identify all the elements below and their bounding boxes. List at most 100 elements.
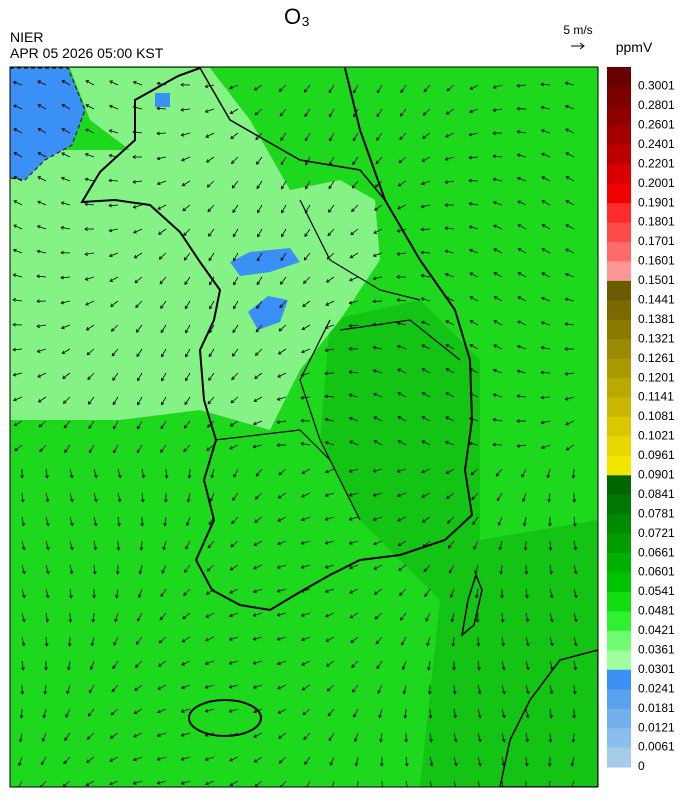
wind-arrow <box>348 370 359 374</box>
colorbar-label: 0.0601 <box>638 565 675 579</box>
wind-arrow <box>373 564 383 570</box>
colorbar-bin <box>607 708 631 729</box>
colorbar-bin <box>607 144 631 165</box>
wind-arrow <box>469 368 479 374</box>
wind-arrow <box>256 300 263 309</box>
wind-arrow <box>89 660 95 671</box>
wind-arrow <box>254 492 263 500</box>
wind-arrow <box>108 203 119 208</box>
wind-arrow <box>420 180 431 186</box>
colorbar-bin <box>607 280 631 301</box>
wind-arrow <box>564 272 575 278</box>
wind-arrow <box>421 156 431 162</box>
wind-arrow <box>37 128 47 134</box>
wind-arrow <box>540 105 551 110</box>
wind-arrow <box>181 660 191 666</box>
wind-arrow <box>85 128 95 134</box>
wind-arrow <box>397 440 407 446</box>
wind-arrow <box>372 492 383 497</box>
wind-arrow <box>305 132 311 142</box>
wind-arrow <box>84 202 95 207</box>
wind-arrow <box>400 612 407 621</box>
wind-arrow <box>492 177 503 182</box>
wind-arrow <box>84 227 95 231</box>
wind-arrow <box>36 324 47 328</box>
wind-arrow <box>564 347 575 351</box>
wind-arrow <box>230 540 239 548</box>
wind-arrow <box>304 228 311 238</box>
wind-arrow <box>12 298 23 302</box>
wind-arrow <box>301 660 311 666</box>
wind-arrow <box>43 684 48 695</box>
wind-arrow <box>255 132 263 141</box>
wind-arrow <box>160 300 167 309</box>
wind-arrow <box>86 732 95 740</box>
wind-arrow <box>278 468 287 476</box>
wind-arrow <box>348 276 359 282</box>
wind-arrow <box>156 81 167 86</box>
wind-arrow <box>472 516 479 526</box>
wind-arrow <box>162 540 167 551</box>
wind-arrow <box>205 612 215 618</box>
wind-arrow <box>204 660 215 665</box>
wind-arrow <box>108 780 119 786</box>
wind-arrow <box>353 708 359 718</box>
wind-arrow <box>87 708 95 717</box>
low-ozone-area <box>155 93 170 107</box>
wind-arrow <box>372 369 383 374</box>
wind-arrow <box>85 80 95 86</box>
wind-arrow <box>445 368 455 374</box>
wind-arrow <box>38 420 47 428</box>
wind-arrow <box>501 684 506 695</box>
wind-arrow <box>257 252 263 262</box>
wind-arrow <box>374 204 383 211</box>
wind-arrow <box>372 540 383 546</box>
wind-arrow <box>181 180 191 187</box>
wind-arrow <box>206 180 215 188</box>
wind-arrow <box>301 492 311 498</box>
wind-arrow <box>60 201 71 206</box>
low-ozone-area <box>248 296 288 330</box>
wind-arrow <box>89 684 95 694</box>
wind-arrow <box>492 368 503 374</box>
wind-arrow <box>349 588 359 594</box>
wind-arrow <box>564 371 575 376</box>
wind-arrow <box>137 396 143 406</box>
wind-arrow <box>114 612 119 623</box>
wind-arrow <box>180 107 191 112</box>
wind-arrow <box>305 180 311 190</box>
wind-arrow <box>278 84 287 92</box>
wind-arrow <box>18 756 23 767</box>
wind-arrow <box>444 226 455 231</box>
wind-arrow <box>429 756 434 767</box>
wind-arrow <box>69 492 74 503</box>
wind-arrow <box>493 344 503 350</box>
wind-arrow <box>185 324 191 334</box>
wind-arrow <box>183 588 191 596</box>
wind-arrow <box>453 708 458 719</box>
wind-arrow <box>516 83 527 88</box>
wind-arrow <box>229 108 239 114</box>
wind-arrow <box>396 492 407 498</box>
wind-arrow <box>349 440 359 446</box>
wind-arrow <box>160 588 167 598</box>
colorbar-bin <box>607 417 631 437</box>
wind-arrow <box>328 180 335 190</box>
wind-arrow <box>45 588 50 599</box>
wind-arrow <box>253 540 263 546</box>
wind-arrow <box>180 708 191 713</box>
wind-arrow <box>61 152 71 158</box>
wind-arrow <box>468 155 479 160</box>
wind-arrow <box>134 276 143 284</box>
wind-arrow <box>45 492 50 503</box>
wind-arrow <box>572 516 577 527</box>
wind-arrow <box>141 468 146 479</box>
wind-arrow <box>17 780 23 787</box>
wind-arrow <box>549 708 553 719</box>
wind-arrow <box>444 156 455 161</box>
wind-arrow <box>21 588 26 599</box>
colorbar-bin <box>607 669 631 690</box>
wind-arrow <box>93 468 98 479</box>
wind-arrow <box>158 636 167 644</box>
wind-arrow <box>253 84 263 91</box>
